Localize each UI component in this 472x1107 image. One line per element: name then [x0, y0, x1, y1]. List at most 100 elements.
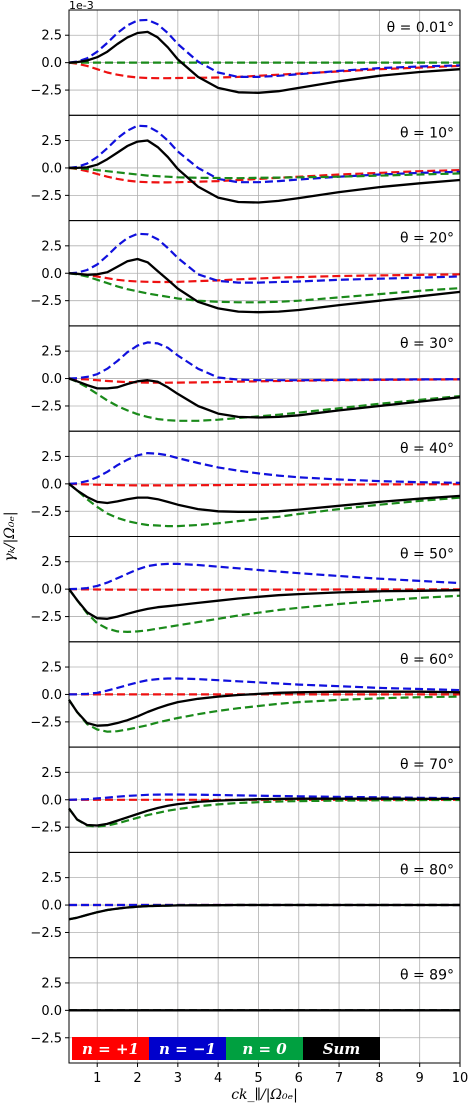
series-line-n-0: [68, 377, 461, 422]
legend-label: n = 0: [242, 1040, 287, 1058]
panel-1: 2.5 0.0 −2.5 θ = 0.01°: [30, 9, 461, 116]
x-tick-label: 4: [214, 1071, 222, 1086]
panel-6: 2.5 0.0 −2.5 θ = 50°: [30, 536, 461, 643]
series-line-n-minus1: [68, 124, 461, 184]
series-line-n-minus1: [68, 18, 461, 78]
y-tick-label: 2.5: [41, 134, 62, 149]
panel-annotation: θ = 40°: [400, 441, 454, 457]
y-tick-label: 0.0: [41, 477, 62, 492]
x-tick-label: 1: [93, 1071, 101, 1086]
x-tick-label: 5: [254, 1071, 262, 1086]
series-line-sum: [68, 482, 461, 513]
series-line-n-0: [68, 272, 461, 304]
y-tick-label: 0.0: [41, 372, 62, 387]
y-tick-label: 2.5: [41, 976, 62, 991]
panel-8: 2.5 0.0 −2.5 θ = 70°: [30, 746, 461, 853]
series-line-sum: [68, 903, 460, 921]
y-tick-label: 2.5: [41, 450, 62, 465]
panel-annotation: θ = 50°: [400, 547, 454, 563]
y-axis-label: γₖ/|Ω₀ₑ|: [2, 511, 18, 561]
legend-label: n = −1: [159, 1040, 216, 1058]
x-axis-label: ck_∥/|Ω₀ₑ|: [231, 1087, 298, 1103]
series-line-sum: [68, 690, 461, 727]
panel-7: 2.5 0.0 −2.5 θ = 60°: [30, 641, 461, 748]
panel-9: 2.5 0.0 −2.5 θ = 80°: [30, 851, 461, 959]
y-tick-label: 2.5: [41, 29, 62, 44]
legend-swatch: [226, 1037, 303, 1060]
panel-annotation: θ = 70°: [400, 757, 454, 773]
series-line-n-plus1: [68, 588, 460, 591]
y-tick-label: 0.0: [41, 56, 62, 71]
series-line-sum: [68, 257, 461, 314]
series-line-sum: [68, 588, 461, 620]
series-line-n-plus1: [68, 482, 461, 487]
y-tick-label: 0.0: [41, 688, 62, 703]
panel-3: 2.5 0.0 −2.5 θ = 20°: [30, 220, 461, 327]
series-line-n-0: [68, 798, 461, 828]
x-tick-label: 9: [416, 1071, 424, 1086]
x-tick-label: 8: [375, 1071, 383, 1086]
y-tick-label: −2.5: [30, 399, 62, 414]
series-line-sum: [68, 797, 461, 827]
panel-annotation: θ = 0.01°: [387, 20, 454, 36]
x-tick-label: 2: [133, 1071, 141, 1086]
series-line-n-0: [68, 695, 461, 733]
y-tick-label: −2.5: [30, 505, 62, 520]
panel-annotation: θ = 10°: [400, 125, 454, 141]
panel-annotation: θ = 20°: [400, 231, 454, 247]
series-line-n-0: [68, 588, 461, 633]
x-tick-label: 3: [174, 1071, 182, 1086]
y-tick-label: 0.0: [41, 899, 62, 914]
series-line-sum: [68, 377, 461, 419]
y-tick-label: 0.0: [41, 267, 62, 282]
legend-swatch: [72, 1037, 149, 1060]
y-offset-label: 1e-3: [69, 0, 94, 12]
panel-annotation: θ = 80°: [400, 862, 454, 878]
y-tick-label: −2.5: [30, 189, 62, 204]
x-tick-label: 7: [335, 1071, 343, 1086]
legend-swatch: [303, 1037, 380, 1060]
y-tick-label: −2.5: [30, 84, 62, 99]
panel-annotation: θ = 30°: [400, 336, 454, 352]
y-tick-label: −2.5: [30, 926, 62, 941]
y-tick-label: 0.0: [41, 161, 62, 176]
legend-label: n = +1: [82, 1040, 139, 1058]
y-tick-label: 0.0: [41, 583, 62, 598]
legend-swatch: [149, 1037, 226, 1060]
y-tick-label: −2.5: [30, 294, 62, 309]
panel-4: 2.5 0.0 −2.5 θ = 30°: [30, 325, 461, 432]
y-tick-label: −2.5: [30, 715, 62, 730]
y-tick-label: 2.5: [41, 345, 62, 360]
legend-label: Sum: [323, 1040, 361, 1058]
y-tick-label: 0.0: [41, 793, 62, 808]
y-tick-label: −2.5: [30, 610, 62, 625]
panel-annotation: θ = 60°: [400, 652, 454, 668]
y-tick-label: −2.5: [30, 1031, 62, 1046]
series-line-n-plus1: [68, 166, 461, 184]
panels: 2.5 0.0 −2.5 θ = 0.01° 2.5 0.0 −2.5 θ = 10° 2.5 0…: [30, 9, 461, 1064]
series-line-sum: [69, 139, 461, 204]
series-line-n-minus1: [68, 232, 461, 284]
panel-2: 2.5 0.0 −2.5 θ = 10°: [30, 114, 461, 222]
panel-annotation: θ = 89°: [400, 968, 454, 984]
x-axis: 1 2 3 4 5 6 7 8 9 10: [93, 1063, 468, 1086]
y-tick-label: −2.5: [30, 821, 62, 836]
series-line-n-minus1: [68, 341, 461, 382]
y-tick-label: 2.5: [41, 555, 62, 570]
legend: n = +1 n = −1 n = 0 Sum: [72, 1037, 380, 1060]
series-line-sum: [68, 30, 461, 94]
panel-frame: [68, 957, 461, 1064]
series-line-n-minus1: [68, 562, 461, 591]
y-tick-label: 0.0: [41, 1004, 62, 1019]
x-tick-label: 10: [452, 1071, 469, 1086]
panel-5: 2.5 0.0 −2.5 θ = 40°: [30, 430, 461, 538]
x-tick-label: 6: [295, 1071, 303, 1086]
series-line-n-0: [68, 482, 461, 528]
y-tick-label: 2.5: [41, 239, 62, 254]
series-line-n-minus1: [68, 793, 461, 801]
y-tick-label: 2.5: [41, 661, 62, 676]
series-line-n-plus1: [68, 377, 461, 384]
series-line-n-minus1: [68, 452, 461, 485]
y-tick-label: 2.5: [41, 766, 62, 781]
